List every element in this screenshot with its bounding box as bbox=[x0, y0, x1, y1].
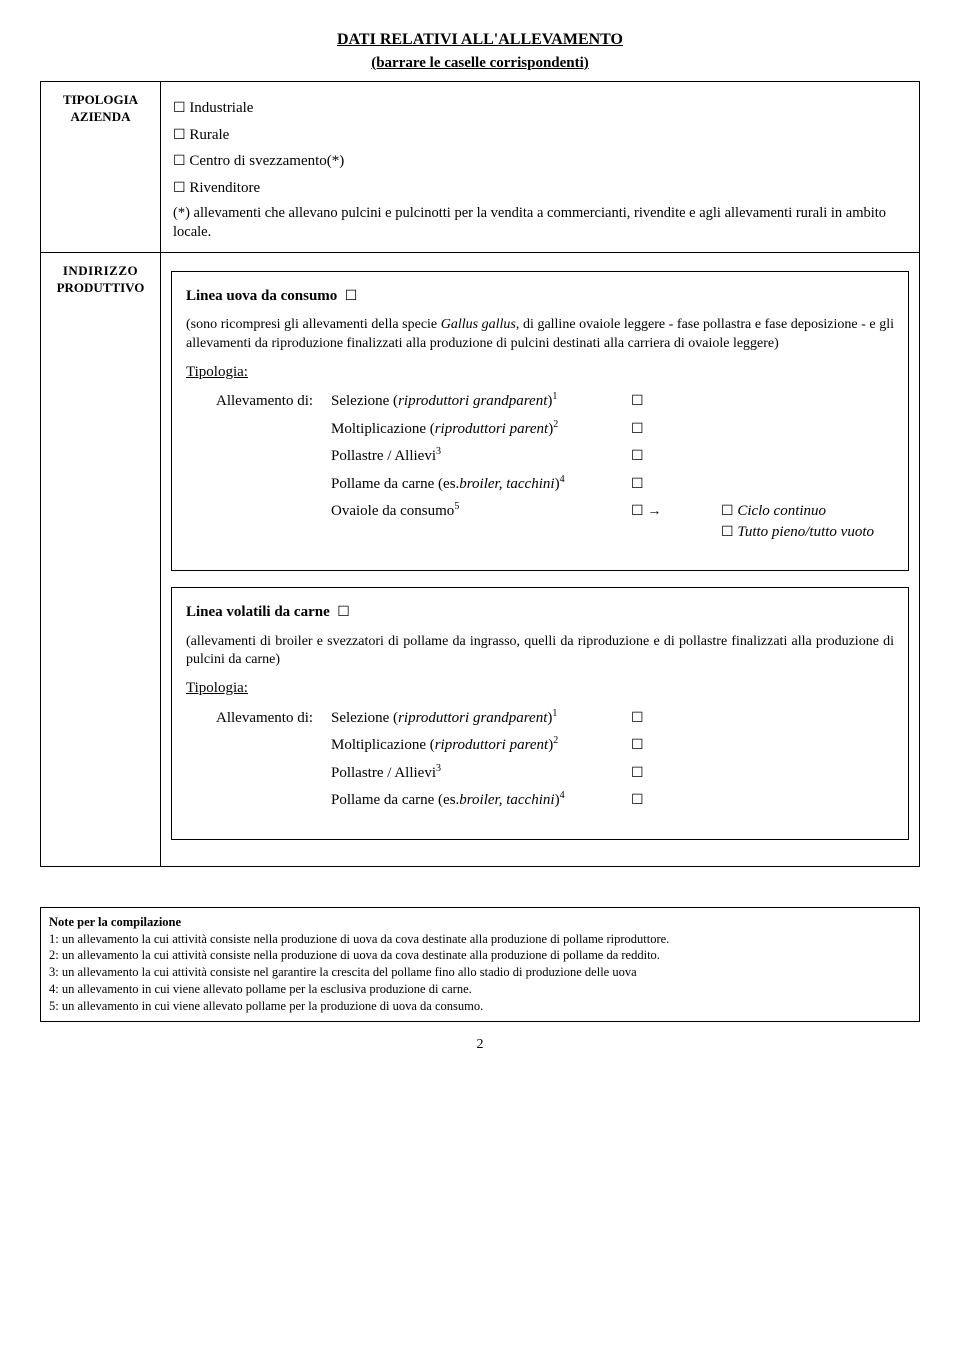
checkbox-icon: ☐ bbox=[173, 126, 186, 142]
checkbox-icon[interactable]: ☐ bbox=[631, 447, 644, 463]
uova-item-pollastre: Pollastre / Allievi3 ☐ bbox=[216, 445, 894, 467]
page-number: 2 bbox=[40, 1036, 920, 1054]
arrow-icon: → bbox=[647, 504, 661, 519]
carne-item-pollastre: Pollastre / Allievi3 ☐ bbox=[216, 762, 894, 784]
note-1: 1: un allevamento la cui attività consis… bbox=[49, 931, 911, 948]
opt-industriale[interactable]: ☐ Industriale bbox=[173, 98, 907, 119]
title-block: DATI RELATIVI ALL'ALLEVAMENTO (barrare l… bbox=[40, 30, 920, 73]
opt-rurale[interactable]: ☐ Rurale bbox=[173, 125, 907, 146]
row2-label-line1: INDIRIZZO bbox=[53, 263, 148, 280]
section-carne-head: Linea volatili da carne ☐ bbox=[186, 602, 894, 623]
main-table: TIPOLOGIA AZIENDA ☐ Industriale ☐ Rurale… bbox=[40, 81, 920, 866]
checkbox-icon[interactable]: ☐ bbox=[631, 420, 644, 436]
opt-centro-svezzamento[interactable]: ☐ Centro di svezzamento(*) bbox=[173, 151, 907, 172]
row1-label: TIPOLOGIA AZIENDA bbox=[41, 82, 161, 253]
checkbox-icon: ☐ bbox=[173, 179, 186, 195]
checkbox-icon[interactable]: ☐ bbox=[345, 287, 358, 303]
section-carne-desc: (allevamenti di broiler e svezzatori di … bbox=[186, 633, 894, 669]
notes-box: Note per la compilazione 1: un allevamen… bbox=[40, 907, 920, 1022]
section-uova-desc: (sono ricompresi gli allevamenti della s… bbox=[186, 316, 894, 352]
checkbox-icon[interactable]: ☐ bbox=[631, 791, 644, 807]
row1-footnote: (*) allevamenti che allevano pulcini e p… bbox=[173, 204, 907, 242]
uova-allevamento-grid: Allevamento di: Selezione (riproduttori … bbox=[216, 390, 894, 542]
section-uova-head: Linea uova da consumo ☐ bbox=[186, 286, 894, 307]
checkbox-icon: ☐ bbox=[173, 99, 186, 115]
note-3: 3: un allevamento la cui attività consis… bbox=[49, 964, 911, 981]
note-5: 5: un allevamento in cui viene allevato … bbox=[49, 998, 911, 1015]
uova-item-ovaiole: Ovaiole da consumo5 ☐ → ☐ Ciclo continuo… bbox=[216, 500, 894, 542]
section-carne: Linea volatili da carne ☐ (allevamenti d… bbox=[171, 587, 909, 839]
uova-item-pollame-carne: Pollame da carne (es.broiler, tacchini)4… bbox=[216, 473, 894, 495]
row2-label-line2: PRODUTTIVO bbox=[53, 280, 148, 297]
row2-label: INDIRIZZO PRODUTTIVO bbox=[41, 252, 161, 866]
row2-content: Linea uova da consumo ☐ (sono ricompresi… bbox=[161, 252, 920, 866]
checkbox-icon[interactable]: ☐ bbox=[721, 502, 734, 518]
uova-item-moltiplicazione: Moltiplicazione (riproduttori parent)2 ☐ bbox=[216, 418, 894, 440]
checkbox-icon: ☐ bbox=[173, 152, 186, 168]
checkbox-icon[interactable]: ☐ bbox=[631, 709, 644, 725]
tipologia-label: Tipologia: bbox=[186, 363, 894, 383]
row1-label-line1: TIPOLOGIA bbox=[53, 92, 148, 109]
carne-item-pollame-carne: Pollame da carne (es.broiler, tacchini)4… bbox=[216, 789, 894, 811]
row1-label-line2: AZIENDA bbox=[53, 109, 148, 126]
uova-item-selezione: Allevamento di: Selezione (riproduttori … bbox=[216, 390, 894, 412]
page-title: DATI RELATIVI ALL'ALLEVAMENTO bbox=[40, 30, 920, 51]
checkbox-icon[interactable]: ☐ bbox=[631, 392, 644, 408]
checkbox-icon[interactable]: ☐ bbox=[721, 523, 734, 539]
carne-item-selezione: Allevamento di: Selezione (riproduttori … bbox=[216, 707, 894, 729]
opt-rivenditore[interactable]: ☐ Rivenditore bbox=[173, 178, 907, 199]
section-uova: Linea uova da consumo ☐ (sono ricompresi… bbox=[171, 271, 909, 571]
checkbox-icon[interactable]: ☐ bbox=[631, 502, 644, 518]
checkbox-icon[interactable]: ☐ bbox=[337, 603, 350, 619]
page-subtitle: (barrare le caselle corrispondenti) bbox=[40, 54, 920, 74]
checkbox-icon[interactable]: ☐ bbox=[631, 736, 644, 752]
note-4: 4: un allevamento in cui viene allevato … bbox=[49, 981, 911, 998]
row1-content: ☐ Industriale ☐ Rurale ☐ Centro di svezz… bbox=[161, 82, 920, 253]
checkbox-icon[interactable]: ☐ bbox=[631, 764, 644, 780]
tipologia-label: Tipologia: bbox=[186, 679, 894, 699]
note-2: 2: un allevamento la cui attività consis… bbox=[49, 947, 911, 964]
carne-allevamento-grid: Allevamento di: Selezione (riproduttori … bbox=[216, 707, 894, 811]
notes-heading: Note per la compilazione bbox=[49, 914, 911, 931]
checkbox-icon[interactable]: ☐ bbox=[631, 475, 644, 491]
carne-item-moltiplicazione: Moltiplicazione (riproduttori parent)2 ☐ bbox=[216, 734, 894, 756]
